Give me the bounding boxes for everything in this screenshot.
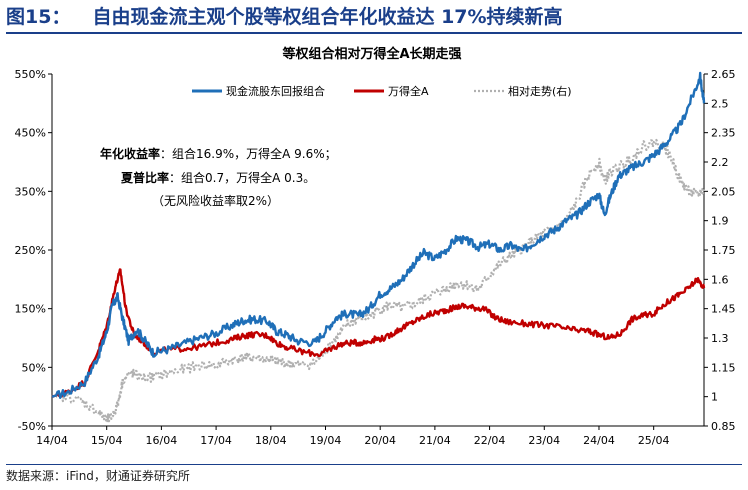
- figure-source: 数据来源：iFind，财通证券研究所: [6, 464, 742, 487]
- x-tick-label: 16/04: [146, 434, 178, 447]
- chart-series: [51, 71, 706, 424]
- x-tick-label: 18/04: [255, 434, 287, 447]
- x-tick-label: 17/04: [200, 434, 232, 447]
- y-left-tick-label: 450%: [15, 127, 46, 140]
- figure-title: 图15： 自由现金流主观个股等权组合年化收益达 17%持续新高: [6, 2, 742, 34]
- x-tick-label: 25/04: [638, 434, 670, 447]
- x-tick-label: 22/04: [474, 434, 506, 447]
- y-right-tick-label: 2.5: [711, 97, 729, 110]
- y-left-tick-label: 150%: [15, 303, 46, 316]
- x-tick-label: 14/04: [36, 434, 68, 447]
- y-right-tick-label: 1.3: [711, 332, 729, 345]
- x-tick-label: 24/04: [583, 434, 615, 447]
- y-left-tick-label: -50%: [18, 420, 46, 433]
- x-tick-label: 19/04: [310, 434, 342, 447]
- series-line-1: [51, 268, 706, 398]
- series-line-2: [52, 138, 705, 424]
- figure-label: 图15：: [6, 6, 71, 28]
- y-right-tick-label: 1.75: [711, 244, 736, 257]
- annotation-sharpe-label: 夏普比率: [121, 170, 169, 185]
- x-tick-label: 15/04: [91, 434, 123, 447]
- y-right-tick-label: 1.9: [711, 215, 729, 228]
- x-tick-label: 23/04: [528, 434, 560, 447]
- chart-legend: 现金流股东回报组合 万得全A 相对走势(右): [192, 84, 572, 98]
- y-left-tick-label: 550%: [15, 68, 46, 81]
- y-right-tick-label: 2.05: [711, 185, 736, 198]
- y-right-tick-label: 2.65: [711, 68, 736, 81]
- annotation-sharpe-text: ：组合0.7，万得全A 0.3。: [169, 170, 315, 185]
- annotation-return-label: 年化收益率: [100, 146, 160, 161]
- annotation-return-text: ：组合16.9%，万得全A 9.6%；: [160, 146, 337, 161]
- x-tick-label: 20/04: [364, 434, 396, 447]
- x-tick-label: 21/04: [419, 434, 451, 447]
- y-right-tick-label: 0.85: [711, 420, 736, 433]
- y-right-tick-label: 1.15: [711, 361, 736, 374]
- legend-label-2: 相对走势(右): [508, 84, 572, 98]
- legend-label-0: 现金流股东回报组合: [226, 84, 325, 98]
- y-right-tick-label: 1.6: [711, 273, 729, 286]
- chart-title: 等权组合相对万得全A长期走强: [281, 46, 461, 62]
- y-right-tick-label: 2.35: [711, 127, 736, 140]
- annotation-return: 年化收益率：组合16.9%，万得全A 9.6%；: [100, 146, 337, 161]
- y-right-tick-label: 2.2: [711, 156, 729, 169]
- annotation-note: （无风险收益率取2%）: [152, 193, 279, 208]
- y-right-tick-label: 1: [711, 391, 718, 404]
- chart-axes: -50% 50% 150% 250% 350% 450% 550% 0.85 1 1.15 1.3 1…: [15, 68, 736, 447]
- series-line-0: [51, 71, 706, 399]
- y-left-tick-label: 350%: [15, 185, 46, 198]
- y-left-tick-label: 250%: [15, 244, 46, 257]
- y-left-tick-label: 50%: [22, 361, 46, 374]
- annotation-sharpe: 夏普比率：组合0.7，万得全A 0.3。: [121, 170, 315, 185]
- chart-annotations: 年化收益率：组合16.9%，万得全A 9.6%； 夏普比率：组合0.7，万得全A…: [100, 146, 337, 208]
- y-right-tick-label: 1.45: [711, 303, 736, 316]
- figure-title-text: 自由现金流主观个股等权组合年化收益达 17%持续新高: [92, 6, 563, 28]
- legend-label-1: 万得全A: [388, 84, 429, 98]
